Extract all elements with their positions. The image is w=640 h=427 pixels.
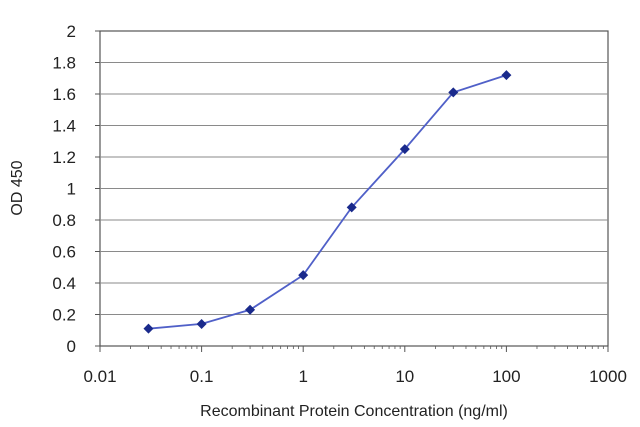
y-tick-label: 1.6 — [52, 85, 76, 104]
y-tick-label: 0.2 — [52, 306, 76, 325]
x-axis: 0.01 0.1 1 10 100 1000 — [83, 346, 627, 386]
series-line — [148, 74, 507, 330]
x-tick-label: 0.01 — [83, 367, 116, 386]
y-tick-label: 0.8 — [52, 211, 76, 230]
x-axis-title: Recombinant Protein Concentration (ng/ml… — [200, 403, 508, 420]
y-axis-title: OD 450 — [9, 160, 26, 215]
data-point — [501, 70, 512, 81]
x-tick-label: 0.1 — [190, 367, 214, 386]
y-tick-label: 1.4 — [52, 117, 76, 136]
y-tick-label: 0 — [67, 337, 76, 356]
data-point — [298, 270, 309, 281]
y-tick-label: 1.2 — [52, 148, 76, 167]
data-point — [448, 87, 459, 98]
y-tick-label: 1 — [67, 180, 76, 199]
data-point — [245, 304, 256, 315]
y-axis: 0 0.2 0.4 0.6 0.8 1 1.2 1.4 1.6 1.8 2 — [52, 22, 100, 356]
x-tick-label: 1000 — [589, 367, 627, 386]
data-point — [346, 202, 357, 213]
data-point — [399, 144, 410, 155]
x-tick-label: 100 — [492, 367, 520, 386]
series-group — [143, 70, 512, 334]
data-point — [196, 318, 207, 329]
y-tick-label: 0.4 — [52, 274, 76, 293]
grid-lines — [100, 62, 608, 315]
data-point — [143, 323, 154, 334]
x-tick-label: 10 — [395, 367, 414, 386]
y-tick-label: 0.6 — [52, 243, 76, 262]
x-tick-label: 1 — [298, 367, 307, 386]
y-tick-label: 1.8 — [52, 54, 76, 73]
y-tick-label: 2 — [67, 22, 76, 41]
